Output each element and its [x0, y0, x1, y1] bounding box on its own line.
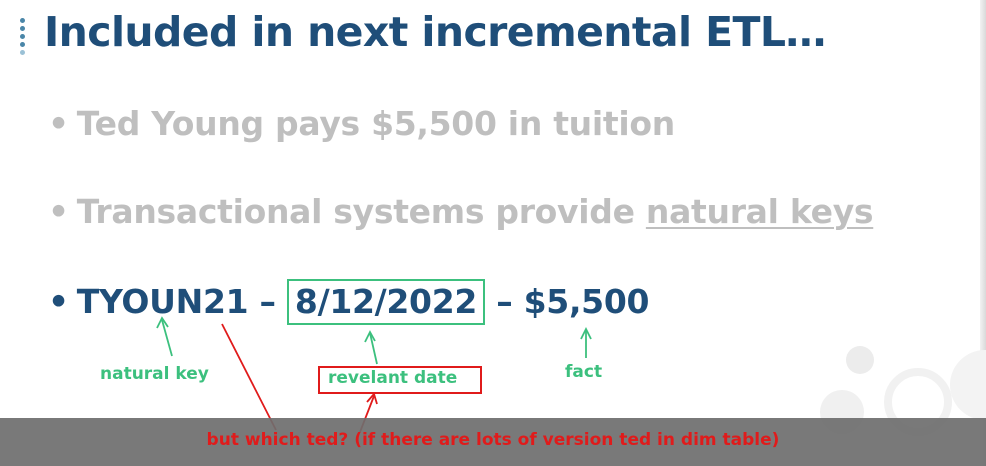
bullet-tuition: • Ted Young pays $5,500 in tuition — [48, 104, 675, 143]
record-separator: – — [248, 282, 287, 321]
record-date: 8/12/2022 — [286, 279, 486, 325]
bullet-natural-keys: • Transactional systems provide natural k… — [48, 192, 874, 231]
bullet-record: • TYOUN21 – 8/12/2022 – $5,500 — [48, 279, 649, 325]
subtitle-text: but which ted? (if there are lots of ver… — [206, 430, 780, 450]
subtitle-bar: but which ted? (if there are lots of ver… — [0, 418, 986, 466]
bullet-tuition-text: Ted Young pays $5,500 in tuition — [76, 104, 675, 143]
slide-edge — [980, 0, 986, 466]
bullet-dot: • — [48, 282, 69, 321]
bullet-dot: • — [48, 192, 69, 231]
natural-key-label: natural key — [100, 364, 209, 384]
relevant-date-label: revelant date — [328, 368, 458, 388]
record-natural-key: TYOUN21 — [76, 282, 249, 321]
bullet-dot: • — [48, 104, 69, 143]
bullet-natural-keys-text: Transactional systems provide — [76, 192, 646, 231]
decorative-circle — [846, 346, 874, 374]
fact-label: fact — [565, 362, 603, 382]
title-accent-dots — [20, 18, 26, 56]
record-amount: $5,500 — [523, 282, 650, 321]
record-separator: – — [485, 282, 524, 321]
relevant-date-box — [318, 366, 482, 394]
slide-title: Included in next incremental ETL… — [44, 8, 826, 56]
natural-keys-link: natural keys — [645, 192, 874, 231]
